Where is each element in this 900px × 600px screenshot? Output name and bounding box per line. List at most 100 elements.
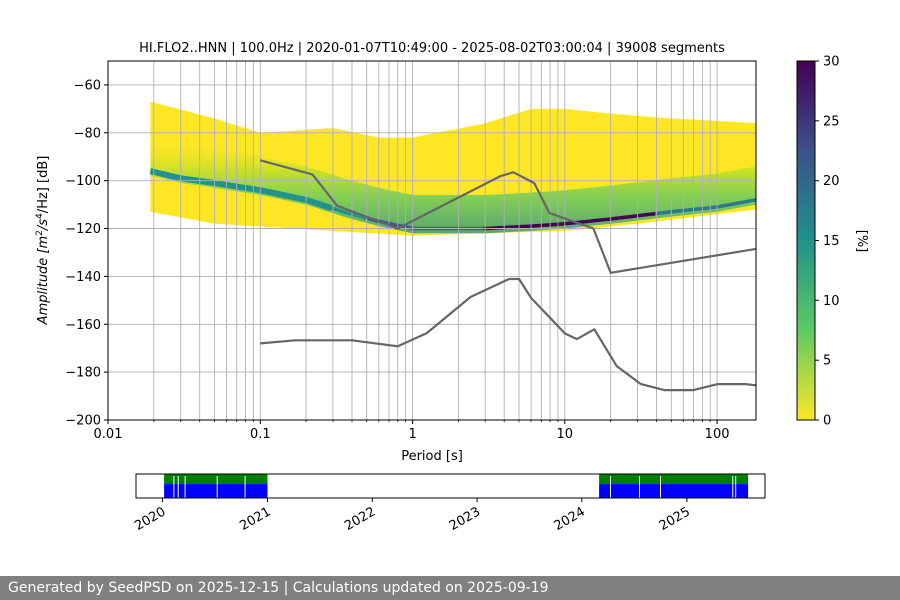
colorbar-tick-label: 30 — [823, 55, 840, 70]
timeline-tick-label: 2022 — [342, 504, 378, 534]
density-mode-segment — [740, 199, 747, 205]
density-mode-segment — [604, 217, 610, 222]
density-mode-segment — [715, 204, 721, 209]
density-mode-segment — [346, 211, 353, 216]
density-mode-segment — [356, 213, 363, 219]
density-mode-segment — [245, 185, 252, 192]
y-tick-label: −200 — [65, 414, 101, 429]
colorbar-tick-label: 25 — [823, 114, 840, 129]
density-mode-segment — [629, 214, 636, 219]
x-tick-label: 0.1 — [250, 427, 271, 442]
colorbar-label: [%] — [854, 230, 869, 253]
density-mode-segment — [351, 212, 358, 218]
density-mode-segment — [230, 182, 237, 190]
colorbar-tick-label: 0 — [823, 414, 831, 429]
y-axis-label: Amplitude [m2/s4/Hz] [dB] — [35, 156, 51, 326]
grid-layer — [108, 61, 756, 420]
y-tick-label: −100 — [65, 174, 101, 189]
density-mode-segment — [710, 205, 716, 210]
y-axis-label-sup1: 2 — [35, 230, 45, 236]
density-mode-segment — [326, 203, 334, 212]
reference-models — [260, 159, 756, 392]
density-mode-segment — [336, 208, 343, 214]
density-mode-segment — [649, 211, 656, 217]
y-tick-label: −140 — [65, 270, 101, 285]
density-mode-segment — [271, 189, 278, 197]
y-tick-label: −120 — [65, 222, 101, 237]
x-axis-ticks: 0.01 0.1 1 10 100 — [94, 420, 730, 442]
density-mode-segment — [205, 178, 212, 186]
density-mode-segment — [215, 180, 222, 188]
density-mode-segment — [685, 208, 691, 213]
density-mode-segment — [619, 215, 626, 220]
x-tick-label: 10 — [557, 427, 574, 442]
timeline-coverage-bar — [164, 474, 268, 485]
density-mode-segment — [654, 211, 661, 216]
density-mode-segment — [275, 190, 283, 198]
density-mode-segment — [664, 210, 671, 215]
density-mode-segment — [690, 207, 696, 212]
density-mode-segment — [174, 174, 182, 182]
density-mode-segment — [164, 171, 172, 179]
density-layer — [149, 101, 756, 236]
density-mode-segment — [624, 214, 631, 220]
timeline-data-bar — [599, 484, 749, 498]
timeline-frame — [135, 473, 766, 499]
density-mode-segment — [569, 221, 575, 226]
footer-text: Generated by SeedPSD on 2025-12-15 | Cal… — [8, 580, 549, 596]
model-line-nlnm — [260, 277, 756, 392]
chart-title: HI.FLO2..HNN | 100.0Hz | 2020-01-07T10:4… — [139, 41, 725, 56]
density-mode-segment — [149, 168, 157, 176]
model-line-nhnm — [260, 159, 756, 274]
density-mode-segment — [579, 219, 585, 224]
density-mode-segment — [159, 170, 167, 178]
density-mode-segment — [210, 179, 217, 187]
y-tick-label: −180 — [65, 366, 101, 381]
density-mode-segment — [281, 191, 288, 199]
timeline-tick-label: 2020 — [132, 504, 168, 534]
y-axis-label-mid: /s — [36, 219, 51, 231]
density-mode-segment — [695, 206, 701, 212]
density-mode-segment — [225, 181, 232, 189]
density-mode-segment — [659, 210, 666, 215]
density-mode-segment — [341, 209, 348, 215]
x-tick-label: 100 — [705, 427, 730, 442]
timeline-tick-label: 2024 — [552, 504, 588, 534]
timeline-ticks: 2020 2021 2022 2023 2024 2025 — [132, 498, 693, 534]
colorbar-tick-label: 5 — [823, 354, 831, 369]
density-mode-segment — [291, 193, 298, 201]
y-axis-label-sup2: 4 — [35, 213, 45, 219]
density-mode-segment — [305, 197, 313, 205]
x-tick-label: 0.01 — [94, 427, 123, 442]
density-mode-segment — [200, 178, 207, 185]
y-tick-label: −80 — [74, 126, 101, 141]
timeline-data-bar — [164, 484, 268, 498]
density-mode-segment — [730, 201, 737, 207]
plot-area — [108, 61, 756, 420]
x-axis-label: Period [s] — [401, 449, 463, 464]
density-mode-segment — [185, 176, 192, 183]
density-mode-segment — [750, 198, 756, 203]
timeline-tick-label: 2021 — [237, 504, 273, 534]
density-mode-segment — [599, 217, 605, 222]
density-mode-segment — [250, 185, 257, 193]
density-mode-segment — [265, 188, 273, 196]
y-tick-label: −60 — [74, 78, 101, 93]
density-mode-segment — [614, 216, 621, 221]
density-mode-segment — [639, 213, 646, 218]
density-mode-segment — [735, 200, 742, 206]
y-axis-label-suffix: /Hz] [dB] — [36, 156, 51, 214]
density-mode-segment — [286, 192, 293, 200]
y-axis-label-prefix: Amplitude [m — [36, 236, 51, 326]
timeline-coverage — [164, 474, 749, 498]
density-mode-segment — [720, 203, 727, 209]
y-axis-ticks: −60 −80 −100 −120 −140 −160 −180 −200 — [65, 78, 108, 429]
density-mode-segment — [594, 218, 600, 223]
plot-frame — [107, 60, 757, 421]
density-mode-segment — [260, 187, 268, 195]
density-mode-segment — [387, 221, 394, 227]
y-tick-label: −160 — [65, 318, 101, 333]
density-green-band — [150, 137, 756, 234]
footer-bar: Generated by SeedPSD on 2025-12-15 | Cal… — [0, 576, 900, 600]
